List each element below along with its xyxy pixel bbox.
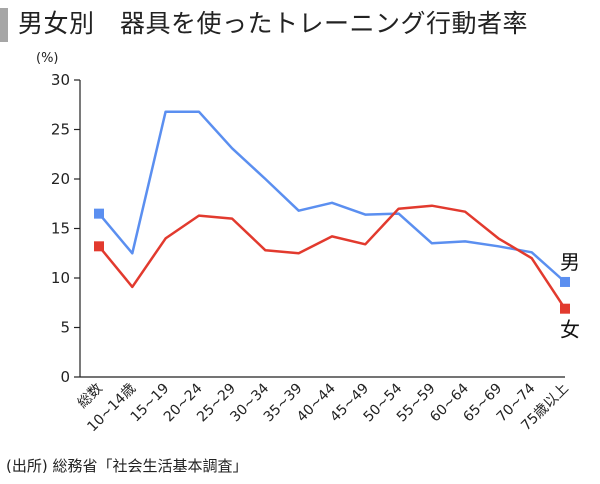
x-axis-ticks: 総数10~14歳15~1920~2425~2930~3435~3940~4445… — [75, 380, 572, 435]
y-tick-label: 0 — [60, 368, 70, 386]
y-tick-label: 30 — [51, 71, 70, 89]
series-name-label: 女 — [560, 318, 580, 342]
y-axis-unit-label: (%) — [36, 51, 59, 66]
chart-title: 男女別 器具を使ったトレーニング行動者率 — [18, 9, 529, 38]
series-labels: 男女 — [560, 250, 580, 342]
series-line-0 — [98, 110, 566, 283]
y-tick-label: 5 — [60, 319, 70, 337]
series-end-marker — [94, 208, 104, 219]
series-markers — [94, 208, 570, 314]
series-end-marker — [94, 241, 104, 252]
series-lines — [98, 110, 567, 310]
y-tick-label: 25 — [51, 121, 70, 139]
y-tick-label: 20 — [51, 170, 70, 188]
y-tick-label: 15 — [51, 220, 70, 238]
title-accent-bar — [0, 8, 8, 42]
series-name-label: 男 — [560, 250, 580, 274]
series-line-1 — [98, 204, 567, 310]
series-end-marker — [560, 276, 570, 287]
source-note: (出所) 総務省「社会生活基本調査」 — [6, 457, 248, 475]
y-axis-ticks: 0 5 10 15 20 25 30 — [51, 71, 80, 386]
series-end-marker — [560, 303, 570, 314]
y-tick-label: 10 — [51, 269, 70, 287]
